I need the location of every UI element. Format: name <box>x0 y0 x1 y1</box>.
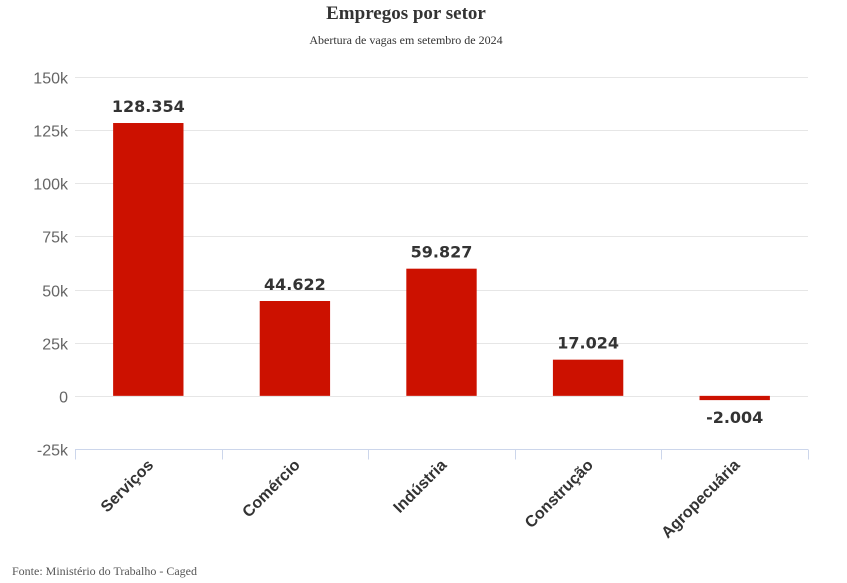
bar <box>259 301 331 396</box>
bar <box>552 359 624 396</box>
x-tick-label: Indústria <box>391 457 451 517</box>
bar <box>113 123 184 396</box>
data-label: 44.622 <box>264 275 326 294</box>
source-note: Fonte: Ministério do Trabalho - Caged <box>12 564 197 578</box>
x-tick-label: Agropecuária <box>659 457 744 542</box>
y-tick-label: 75k <box>42 230 69 247</box>
data-label: 59.827 <box>411 243 473 262</box>
bar <box>699 395 770 401</box>
y-tick-label: 100k <box>33 177 69 194</box>
y-tick-label: 125k <box>33 124 69 141</box>
data-label: -2.004 <box>706 408 763 427</box>
x-tick-label: Construção <box>522 457 597 532</box>
y-tick-label: 25k <box>42 337 69 354</box>
y-axis-ticks: -25k 0 25k 50k 75k 100k 125k 150k <box>33 71 69 460</box>
y-tick-label: 50k <box>42 284 69 301</box>
y-tick-label: -25k <box>37 443 69 460</box>
x-axis: Serviços Comércio Indústria Construção Agrop… <box>75 449 809 542</box>
y-tick-label: 0 <box>59 390 68 407</box>
x-tick-label: Serviços <box>98 457 157 516</box>
data-label: 128.354 <box>112 97 185 116</box>
x-tick-label: Comércio <box>240 457 304 521</box>
y-tick-label: 150k <box>33 71 69 88</box>
data-label: 17.024 <box>557 334 619 353</box>
bar <box>406 268 477 396</box>
data-labels: 128.354 44.622 59.827 17.024 -2.004 <box>112 97 763 427</box>
chart-title: Empregos por setor <box>326 3 486 24</box>
chart-subtitle: Abertura de vagas em setembro de 2024 <box>309 33 502 47</box>
bars <box>113 123 770 401</box>
